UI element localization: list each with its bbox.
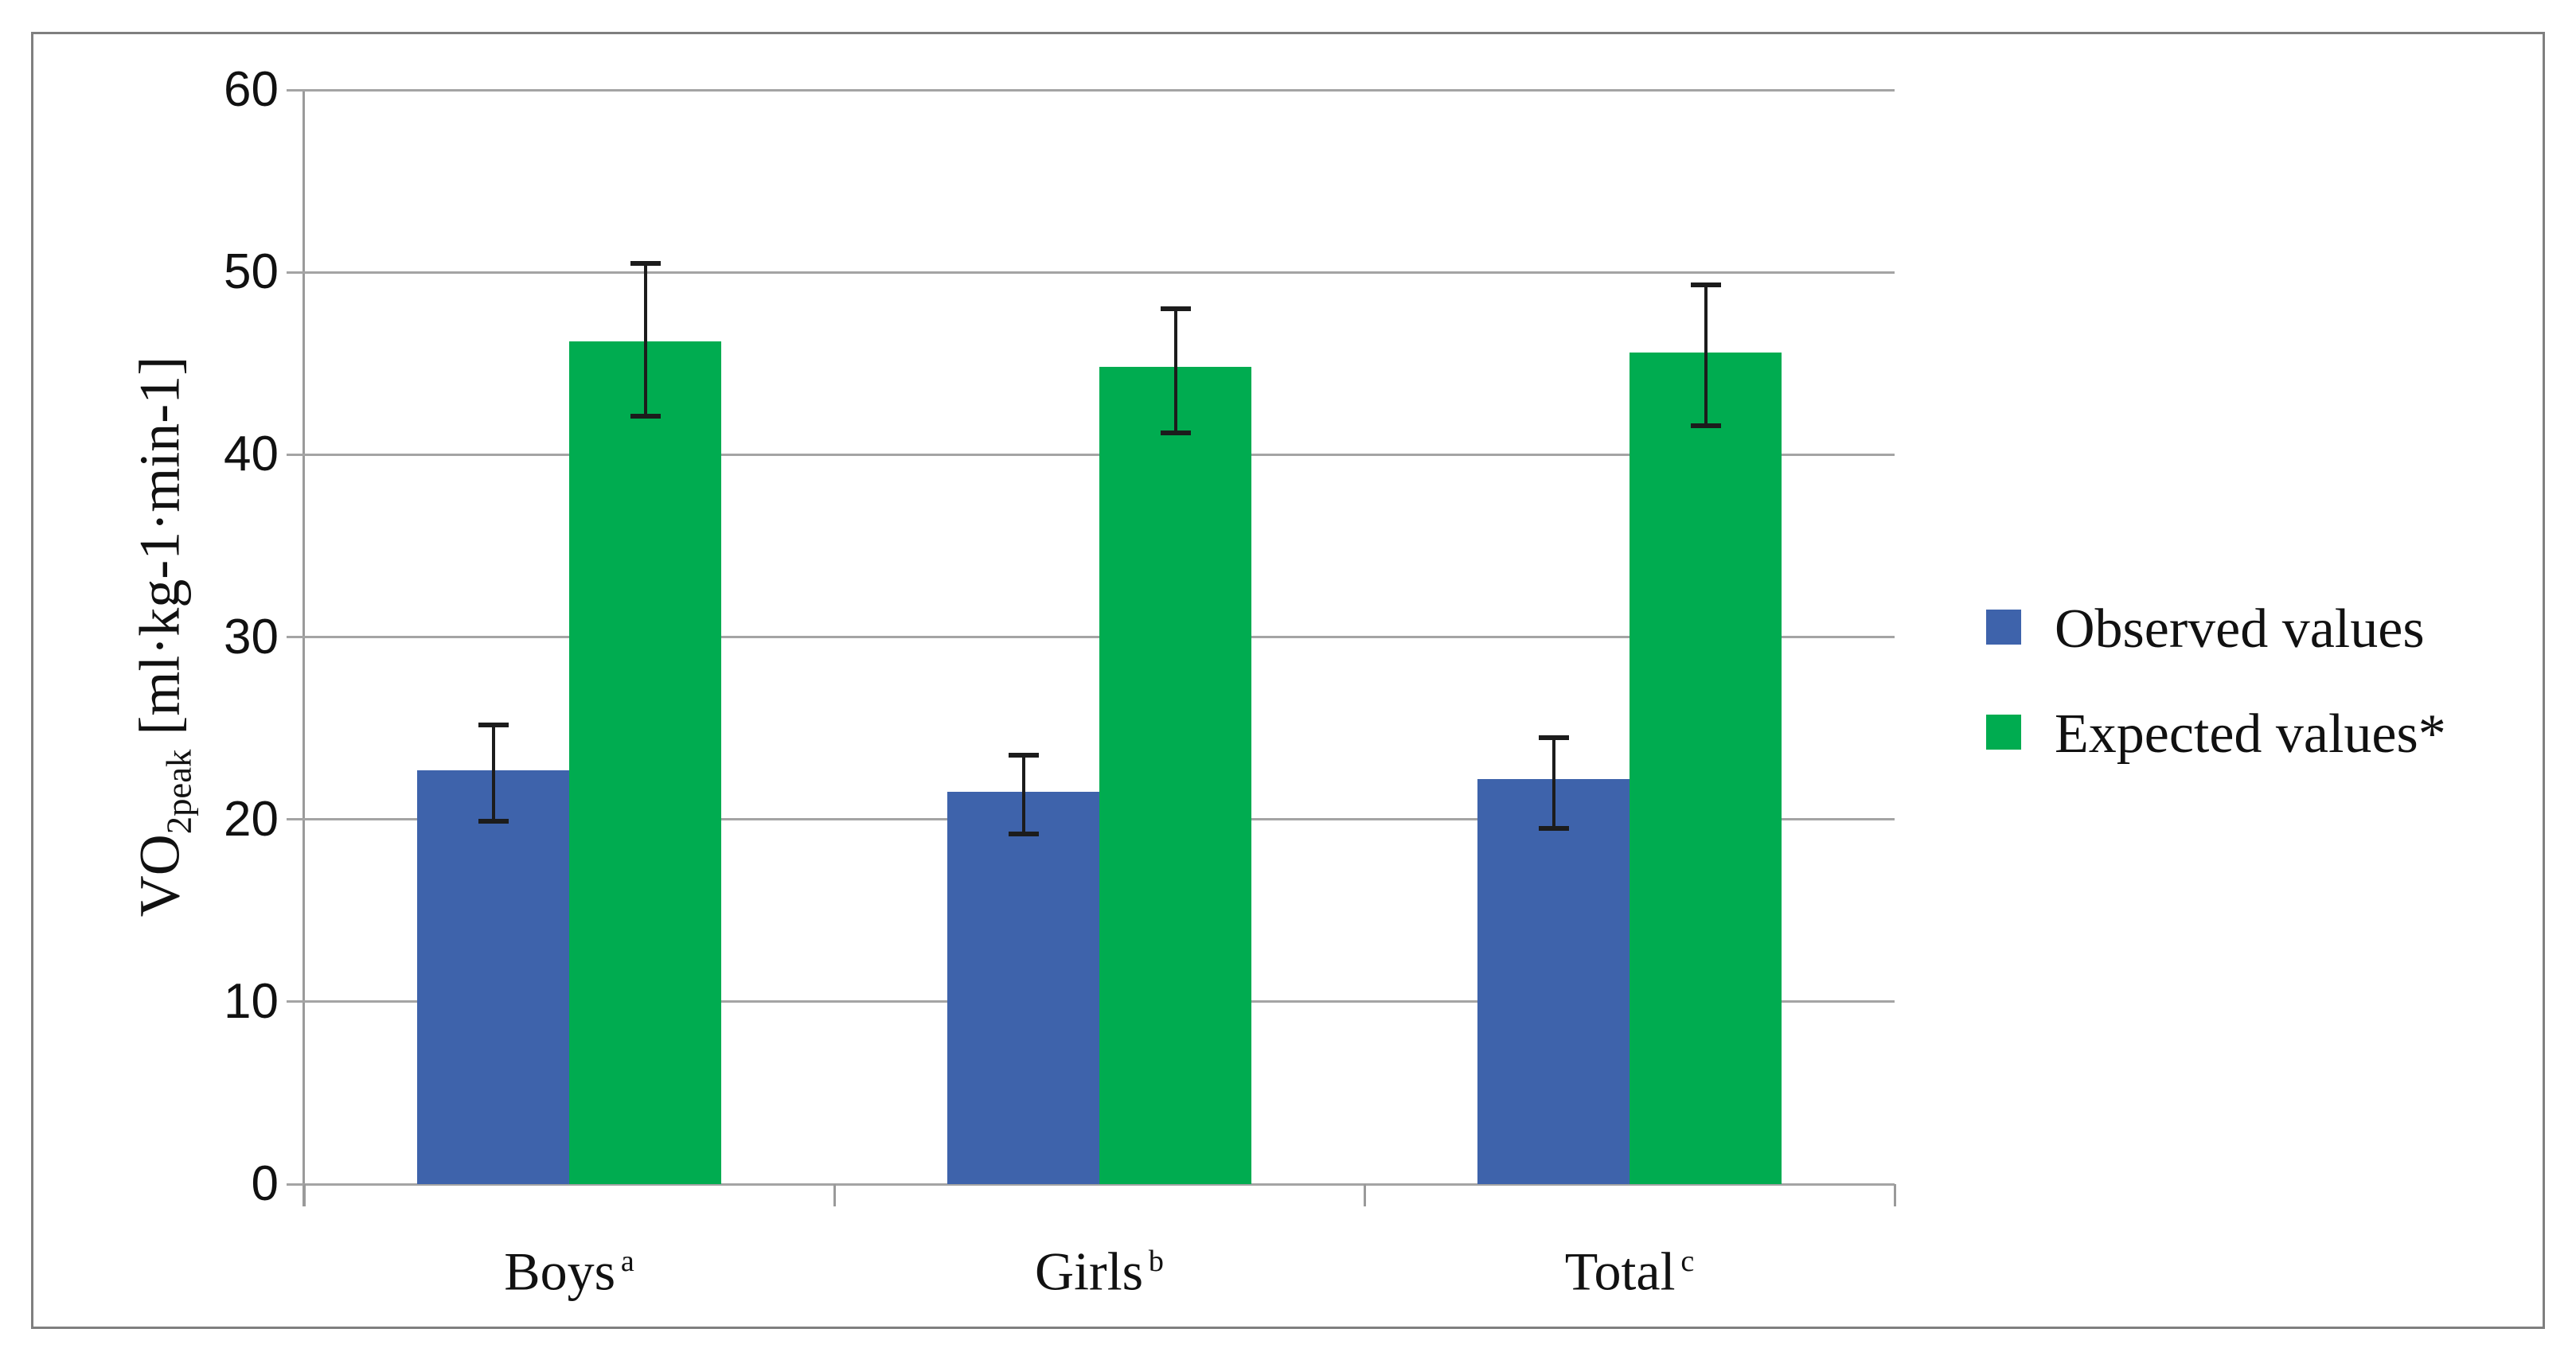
category-label-total: Total c: [1565, 1229, 1695, 1303]
legend-label-expected: Expected values*: [2055, 703, 2446, 765]
y-tick-label-40: 40: [224, 427, 279, 482]
error-bar-cap-top: [1538, 734, 1569, 740]
error-bar-cap-bottom: [1008, 832, 1039, 836]
y-axis-title-main: VO: [127, 834, 192, 918]
legend-item-observed: Observed values: [1986, 598, 2446, 670]
bar-expected-values--total: [1630, 353, 1782, 1184]
y-axis-title: VO2peak [ml·kg-1·min-1]: [127, 357, 199, 917]
legend: Observed values Expected values*: [1986, 598, 2446, 809]
error-bar-cap-bottom: [1160, 430, 1191, 435]
y-axis-title-subscript: 2peak: [158, 749, 199, 835]
y-tick-label-0: 0: [251, 1156, 279, 1211]
error-bar-cap-top: [1160, 306, 1191, 311]
category-label-girls-superscript: b: [1148, 1245, 1164, 1278]
category-label-girls-text: Girls: [1035, 1241, 1144, 1302]
legend-item-expected: Expected values*: [1986, 703, 2446, 775]
legend-swatch-expected: [1986, 715, 2021, 750]
error-bar-cap-bottom: [630, 414, 661, 419]
y-axis-title-units: [ml·kg-1·min-1]: [127, 356, 192, 750]
error-bar-cap-bottom: [1538, 826, 1569, 832]
y-tick-label-30: 30: [224, 609, 279, 664]
x-axis-tick: [1893, 1184, 1896, 1206]
y-tick-label-10: 10: [224, 973, 279, 1029]
gridline-y-30: [287, 636, 1895, 638]
error-bar-cap-top: [1008, 753, 1039, 758]
error-bar-line: [1021, 755, 1025, 834]
error-bar-cap-top: [630, 260, 661, 266]
error-bar-cap-bottom: [478, 818, 509, 824]
y-tick-label-50: 50: [224, 244, 279, 300]
gridline-y-60: [287, 88, 1895, 92]
error-bar-cap-top: [478, 722, 509, 727]
bar-observed-values-boys: [417, 770, 569, 1184]
x-axis-tick: [833, 1184, 836, 1206]
category-label-boys: Boys a: [504, 1229, 634, 1303]
category-label-girls: Girls b: [1035, 1229, 1164, 1303]
legend-swatch-observed: [1986, 610, 2021, 645]
bar-expected-values--girls: [1099, 367, 1251, 1184]
bar-observed-values-total: [1477, 779, 1630, 1184]
plot-area: 0 10 20 30 40 50 60: [224, 65, 1896, 1209]
gridline-y-0: [287, 1183, 1895, 1186]
error-bar-cap-bottom: [1690, 423, 1721, 428]
x-axis-tick: [1363, 1184, 1366, 1206]
category-label-total-superscript: c: [1680, 1245, 1695, 1278]
error-bar-line: [1551, 737, 1555, 829]
gridline-y-40: [287, 453, 1895, 456]
y-axis-line: [302, 90, 305, 1206]
error-bar-line: [643, 263, 647, 417]
error-bar-line: [1704, 285, 1708, 426]
y-tick-label-20: 20: [224, 791, 279, 847]
error-bar-cap-top: [1690, 282, 1721, 288]
error-bar-line: [1173, 309, 1177, 433]
gridline-y-50: [287, 271, 1895, 274]
category-label-boys-superscript: a: [620, 1245, 634, 1278]
category-label-total-text: Total: [1564, 1241, 1676, 1302]
bar-expected-values--boys: [569, 341, 721, 1184]
error-bar-line: [491, 724, 495, 821]
bar-observed-values-girls: [947, 792, 1099, 1184]
y-tick-label-60: 60: [224, 62, 279, 117]
x-axis-tick: [302, 1184, 306, 1206]
legend-label-observed: Observed values: [2055, 598, 2425, 660]
category-label-boys-text: Boys: [504, 1241, 616, 1302]
